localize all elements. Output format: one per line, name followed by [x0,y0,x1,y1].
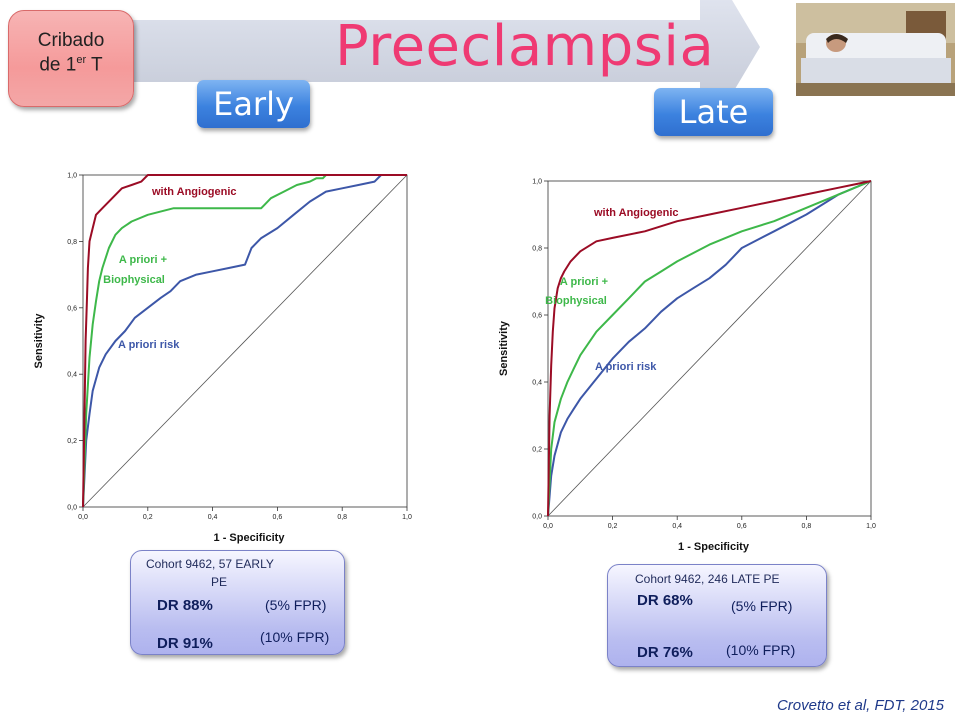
y-tick-label: 0,4 [532,380,542,387]
early-fpr-10: (10% FPR) [260,629,330,645]
late-fpr-5: (5% FPR) [731,598,793,614]
early-fpr-5: (5% FPR) [265,597,327,613]
banner-title: Preeclampsia [335,14,715,79]
early-dr-5fpr: DR 88% [157,597,213,614]
x-tick-label: 0,6 [737,523,747,530]
badge-line1: Cribado [37,30,105,51]
x-tick-label: 0,0 [543,523,553,530]
y-axis-label: Sensitivity [33,313,45,369]
y-tick-label: 1,0 [532,179,542,186]
series-label-apriori: A priori risk [118,339,180,351]
x-tick-label: 0,4 [672,523,682,530]
x-tick-label: 1,0 [402,514,412,521]
y-tick-label: 0,8 [532,246,542,253]
series-label-biophysical: Biophysical [545,295,607,307]
x-tick-label: 0,2 [608,523,618,530]
late-label: Late [654,88,773,136]
x-tick-label: 0,6 [273,514,283,521]
early-results-box: Cohort 9462, 57 EARLY PE DR 88% (5% FPR)… [130,550,345,655]
roc-line-apriori [82,174,407,508]
roc-line-angiogenic [82,174,407,508]
late-results-box: Cohort 9462, 246 LATE PE DR 68% (5% FPR)… [607,564,827,667]
series-label-biophysical: Biophysical [103,274,165,286]
x-axis-label: 1 - Specificity [214,532,286,544]
y-tick-label: 0,0 [67,505,77,512]
roc-line-angiogenic [547,180,872,517]
x-tick-label: 1,0 [866,523,876,530]
series-label-angiogenic: with Angiogenic [593,207,679,219]
late-dr-10fpr: DR 76% [637,644,693,661]
x-tick-label: 0,8 [337,514,347,521]
late-fpr-10: (10% FPR) [726,642,796,658]
x-axis-label: 1 - Specificity [678,541,750,553]
roc-line-apriori [547,180,872,517]
late-cohort-text: Cohort 9462, 246 LATE PE [635,572,780,586]
y-tick-label: 0,0 [532,514,542,521]
y-tick-label: 0,4 [67,372,77,379]
early-roc-chart: 0,0 0,2 0,4 0,6 0,8 1,0 0,0 0,2 0,4 0,6 0,8 1,0 1 - … [33,173,412,545]
x-tick-label: 0,2 [143,514,153,521]
roc-line-biophysical [547,180,872,517]
title-arrow-banner [92,0,760,94]
badge-line2: de 1er T [39,54,103,76]
series-label-biophysical: A priori + [560,276,608,288]
y-tick-label: 0,2 [532,447,542,454]
early-cohort-text: Cohort 9462, 57 EARLY [146,557,274,571]
reference-diagonal [82,174,408,508]
series-label-biophysical: A priori + [119,254,167,266]
early-cohort-text-line2: PE [211,575,228,589]
y-tick-label: 0,8 [67,239,77,246]
y-tick-label: 1,0 [67,173,77,180]
late-roc-chart: 0,0 0,2 0,4 0,6 0,8 1,0 0,0 0,2 0,4 0,6 0,8 1,0 1 - … [498,179,876,554]
roc-line-biophysical [82,174,407,508]
hospital-patient-photo [796,3,955,96]
reference-diagonal [547,180,872,517]
series-label-apriori: A priori risk [595,361,657,373]
x-tick-label: 0,8 [802,523,812,530]
x-tick-label: 0,4 [208,514,218,521]
first-trimester-screening-badge: Cribado de 1er T [8,10,134,107]
early-label: Early [197,80,310,128]
y-tick-label: 0,6 [532,313,542,320]
y-axis-label: Sensitivity [498,320,510,376]
x-tick-label: 0,0 [78,514,88,521]
early-dr-10fpr: DR 91% [157,635,213,652]
y-tick-label: 0,6 [67,305,77,312]
series-label-angiogenic: with Angiogenic [151,186,237,198]
citation: Crovetto et al, FDT, 2015 [776,697,944,714]
y-tick-label: 0,2 [67,438,77,445]
late-dr-5fpr: DR 68% [637,592,693,609]
